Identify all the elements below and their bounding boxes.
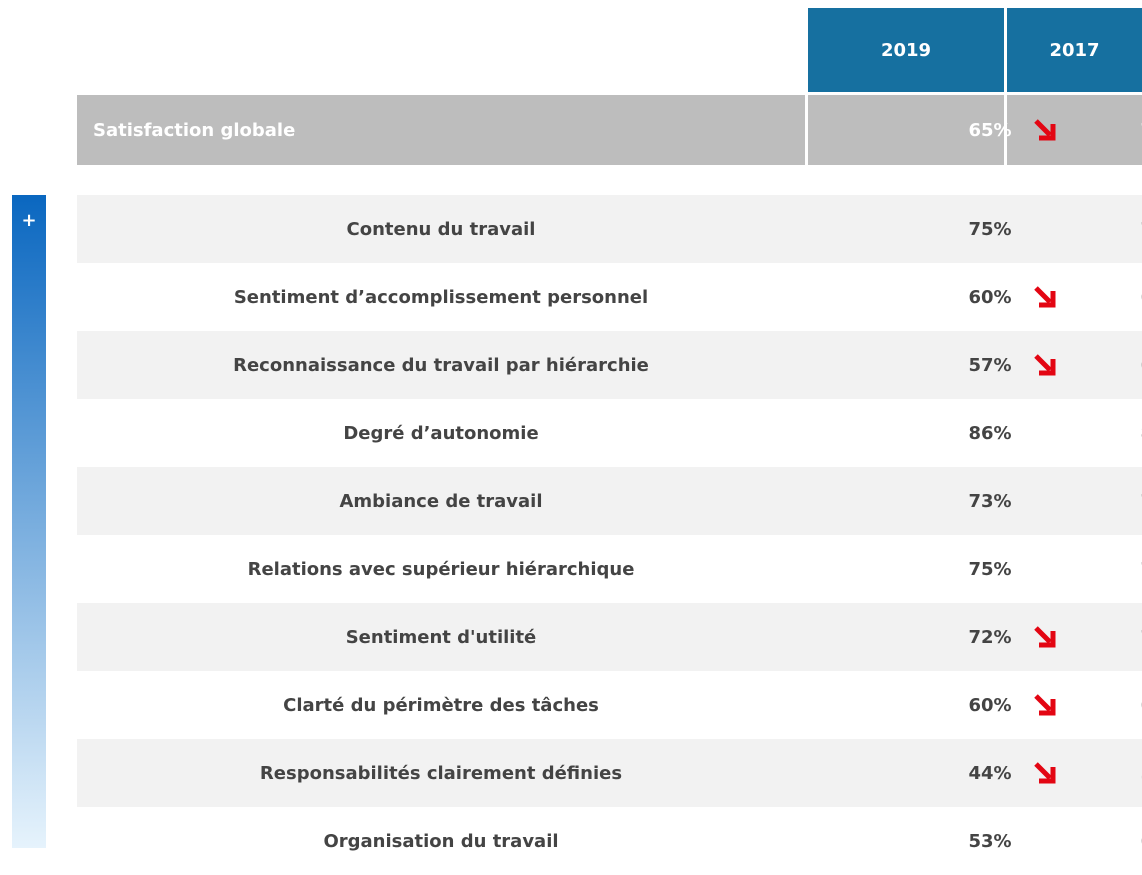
value-2017: 60% — [1087, 831, 1142, 852]
table-row: Reconnaissance du travail par hiérarchie… — [77, 331, 1142, 399]
value-2019: 75% — [968, 218, 1012, 240]
label: Satisfaction globale — [93, 119, 296, 141]
page: + 2019 2017 Satisfaction globale 65% 70%… — [12, 8, 1142, 852]
value-2019: 60% — [968, 286, 1012, 308]
value-2019: 60% — [968, 694, 1012, 716]
value-2019: 73% — [968, 490, 1012, 512]
scale-top: + — [21, 209, 37, 231]
value-2017: 75% — [1087, 559, 1142, 580]
value-2017: 87% — [1087, 423, 1142, 444]
col-header: 2019 — [808, 8, 1004, 92]
value-2017: 76% — [1087, 491, 1142, 512]
value-2017: 51% — [1087, 763, 1142, 784]
table-row: Contenu du travail 75% 79% — [77, 195, 1142, 263]
down-arrow — [1034, 286, 1056, 308]
table-row: Clarté du périmètre des tâches 60% 67% — [77, 671, 1142, 739]
down-arrow — [1034, 626, 1056, 648]
row-label: Ambiance de travail — [339, 490, 543, 512]
value-2019: 57% — [968, 354, 1012, 376]
row-label: Contenu du travail — [346, 218, 536, 240]
divider — [1004, 95, 1007, 165]
table-row: Organisation du travail 53% 60% — [77, 807, 1142, 875]
value-2019: 53% — [968, 830, 1012, 852]
value-2017: 65% — [1087, 287, 1142, 308]
down-arrow — [1034, 694, 1056, 716]
value-2017: 62% — [1087, 355, 1142, 376]
value-2017: 79% — [1087, 627, 1142, 648]
row-label: Responsabilités clairement définies — [259, 762, 623, 784]
scale-bar — [12, 195, 46, 848]
row-label: Reconnaissance du travail par hiérarchie — [233, 354, 649, 376]
table-row: Sentiment d’accomplissement personnel 60%… — [77, 263, 1142, 331]
value-2017: 67% — [1087, 695, 1142, 716]
row-label: Organisation du travail — [323, 830, 559, 852]
row-label: Clarté du périmètre des tâches — [283, 694, 599, 716]
value-2019: 86% — [968, 422, 1012, 444]
down-arrow — [1034, 354, 1056, 376]
value-2019: 72% — [968, 626, 1012, 648]
row-label: Sentiment d’accomplissement personnel — [233, 286, 649, 308]
table-row: Sentiment d'utilité 72% 79% — [77, 603, 1142, 671]
value-2019: 75% — [968, 558, 1012, 580]
divider — [805, 95, 808, 165]
value-2017: 79% — [1087, 219, 1142, 240]
down-arrow — [1034, 762, 1056, 784]
row-label: Sentiment d'utilité — [345, 626, 537, 648]
table-row: Ambiance de travail 73% 76% — [77, 467, 1142, 535]
table-row: Responsabilités clairement définies 44% 51… — [77, 739, 1142, 807]
global-row: Satisfaction globale 65% 70% — [77, 95, 1142, 165]
table-row: Relations avec supérieur hiérarchique 75%… — [77, 535, 1142, 603]
down-arrow — [1034, 119, 1056, 141]
table-row: Degré d’autonomie 86% 87% — [77, 399, 1142, 467]
row-label: Degré d’autonomie — [343, 422, 539, 444]
value-2019: 65% — [968, 119, 1012, 141]
value-2019: 44% — [968, 762, 1012, 784]
value-2017: 70% — [1087, 120, 1142, 141]
row-label: Relations avec supérieur hiérarchique — [247, 558, 635, 580]
col-header: 2017 — [1007, 8, 1142, 92]
